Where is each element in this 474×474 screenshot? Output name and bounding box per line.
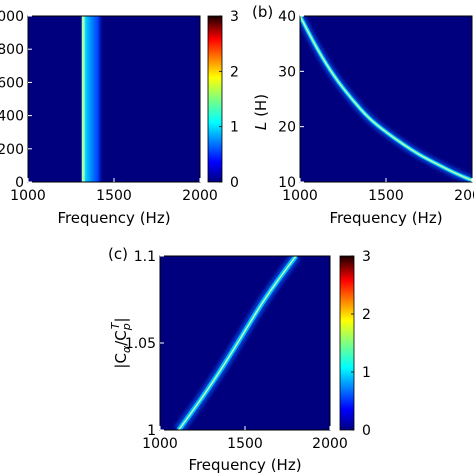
panel-a-plot-area xyxy=(28,16,200,182)
panel-a-colorbar-tick-label: 1 xyxy=(230,120,239,136)
panel-c-ylabel-p: p xyxy=(120,323,133,331)
panel-c-colorbar-tick-label: 1 xyxy=(362,365,371,381)
panel-a-ridge-core xyxy=(82,16,85,182)
panel-b-ytick-label: 10 xyxy=(278,175,296,191)
panel-c-ytick-label: 1 xyxy=(147,423,156,439)
panel-c-ylabel: |Cα/CpT| xyxy=(109,317,133,368)
panel-a-xtick-label: 1000 xyxy=(10,188,46,204)
panel-c-xtick-label: 1000 xyxy=(142,436,178,452)
panel-b-ridge-core xyxy=(300,16,472,182)
panel-c-axis-ticks: 1000 1500 2000 1 1.05 1.1 xyxy=(125,249,348,452)
panel-b-label: (b) xyxy=(252,3,273,21)
panel-a-ytick-label: 200 xyxy=(0,142,24,158)
panel-a-colorbar-ticks: 0 1 2 3 xyxy=(219,9,239,191)
panel-a-colorbar-tick-label: 0 xyxy=(230,175,239,191)
panel-a-ytick-label: 400 xyxy=(0,109,24,125)
panel-c-ylabel-slash: /C xyxy=(112,330,130,346)
panel-b-ytick-label: 30 xyxy=(278,64,296,80)
panel-c-ridge xyxy=(174,256,301,430)
panel-a-colorbar-tick-label: 2 xyxy=(230,64,239,80)
panel-a-xlabel: Frequency (Hz) xyxy=(57,209,170,227)
panel-c-colorbar-ticks: 0 1 2 3 xyxy=(351,249,371,439)
panel-b-xtick-label: 1000 xyxy=(282,188,318,204)
panel-b-ridge xyxy=(300,16,472,182)
panel-c-colorbar-tick-label: 2 xyxy=(362,307,371,323)
panel-c-ytick-label: 1.1 xyxy=(134,249,156,265)
panel-b-ytick-label: 40 xyxy=(278,9,296,25)
panel-b-plot-area xyxy=(300,16,472,182)
panel-c-ylabel-alpha: α xyxy=(120,345,133,353)
panel-a-ridge xyxy=(80,16,104,182)
panel-a-ytick-label: 800 xyxy=(0,42,24,58)
panel-a-colorbar-tick-label: 3 xyxy=(230,9,239,25)
panel-a-colorbar xyxy=(207,15,223,183)
panel-c-ridge-core xyxy=(178,256,297,430)
panel-a: 1000 1500 2000 0 200 400 600 800 1000 Frequency … xyxy=(0,9,239,227)
panel-b-xtick-label: 1500 xyxy=(368,188,404,204)
panel-b-axis-ticks: 1000 1500 2000 10 20 30 40 xyxy=(278,9,474,204)
panel-b: (b) 10001500200010203040 Frequency (Hz) … xyxy=(252,3,474,227)
panel-a-xtick-label: 2000 xyxy=(182,188,218,204)
panel-c-label: (c) xyxy=(108,245,128,263)
panel-a-ytick-label: 0 xyxy=(15,175,24,191)
panel-a-xtick-label: 1500 xyxy=(96,188,132,204)
panel-c-xlabel: Frequency (Hz) xyxy=(188,456,301,474)
panel-a-ytick-label: 600 xyxy=(0,75,24,91)
panel-b-ylabel-symbol: L xyxy=(252,122,270,130)
panel-c-colorbar xyxy=(339,255,355,431)
panel-c-ylabel-bar: | xyxy=(112,317,130,322)
panel-b-xtick-label: 2000 xyxy=(454,188,474,204)
panel-c-plot-area xyxy=(160,256,330,430)
panel-c-colorbar-tick-label: 0 xyxy=(362,423,371,439)
panel-c-xtick-label: 1500 xyxy=(227,436,263,452)
panel-c-colorbar-tick-label: 3 xyxy=(362,249,371,265)
panel-c-ytick-label: 1.05 xyxy=(125,336,156,352)
panel-b-ytick-label: 20 xyxy=(278,120,296,136)
panel-c-xtick-label: 2000 xyxy=(312,436,348,452)
panel-b-xlabel: Frequency (Hz) xyxy=(329,209,442,227)
panel-b-ylabel: L (H) xyxy=(252,94,270,130)
panel-a-axis-ticks: 1000 1500 2000 0 200 400 600 800 1000 xyxy=(0,9,218,204)
panel-c-ylabel-T: T xyxy=(109,321,122,329)
panel-a-ytick-label: 1000 xyxy=(0,9,24,25)
